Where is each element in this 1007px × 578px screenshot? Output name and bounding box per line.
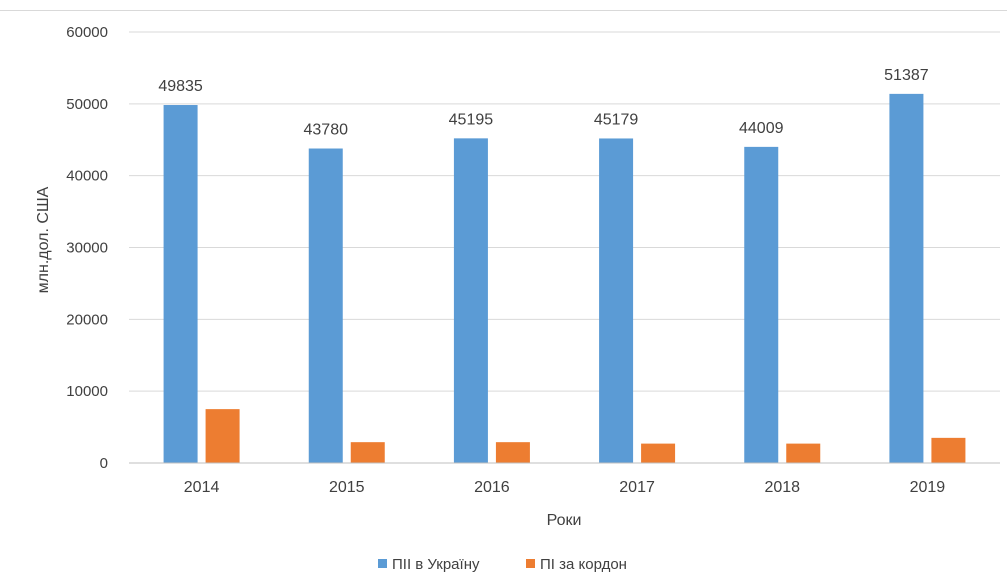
bar-abroad-investment (786, 443, 821, 463)
gridlines (129, 31, 1000, 464)
top-divider (0, 10, 1007, 11)
x-tick-label: 2017 (619, 479, 655, 496)
bar-ukraine-investment (308, 148, 343, 463)
bar-value-label: 49835 (158, 78, 203, 95)
y-tick-label: 30000 (66, 240, 108, 257)
bar-abroad-investment (931, 437, 966, 463)
y-tick-label: 40000 (66, 168, 108, 185)
x-tick-label: 2018 (764, 479, 800, 496)
y-axis: 0 10000 20000 30000 40000 50000 60000 (66, 24, 108, 472)
y-tick-label: 10000 (66, 383, 108, 400)
bar-value-label: 51387 (884, 67, 929, 84)
bar-ukraine-investment (599, 138, 634, 464)
legend-label-ukraine: ПІІ в Україну (392, 556, 480, 573)
bar-ukraine-investment (889, 93, 924, 463)
bar-ukraine-investment (744, 146, 779, 463)
y-tick-label: 60000 (66, 24, 108, 41)
bar-value-label: 45179 (594, 111, 639, 128)
y-tick-label: 0 (100, 455, 108, 472)
bars (163, 93, 966, 464)
y-tick-label: 20000 (66, 311, 108, 328)
x-axis-title: Роки (547, 512, 582, 529)
bar-abroad-investment (641, 443, 676, 463)
bar-abroad-investment (205, 409, 240, 463)
y-axis-title: млн.дол. США (35, 186, 52, 293)
x-tick-label: 2015 (329, 479, 365, 496)
bar-abroad-investment (495, 442, 530, 463)
bar-ukraine-investment (453, 138, 488, 463)
bar-ukraine-investment (163, 105, 198, 463)
x-tick-label: 2016 (474, 479, 510, 496)
legend-marker-ukraine (378, 559, 387, 568)
x-tick-label: 2019 (910, 479, 946, 496)
x-tick-label: 2014 (184, 479, 220, 496)
legend: ПІІ в Україну ПІ за кордон (378, 556, 627, 573)
legend-marker-abroad (526, 559, 535, 568)
bar-abroad-investment (350, 442, 385, 463)
data-labels: 49835 43780 45195 45179 44009 51387 (158, 67, 928, 139)
bar-value-label: 45195 (449, 111, 494, 128)
legend-label-abroad: ПІ за кордон (540, 556, 627, 573)
bar-value-label: 44009 (739, 120, 784, 137)
x-axis: 2014 2015 2016 2017 2018 2019 (129, 462, 1000, 496)
y-tick-label: 50000 (66, 96, 108, 113)
bar-value-label: 43780 (304, 122, 349, 139)
